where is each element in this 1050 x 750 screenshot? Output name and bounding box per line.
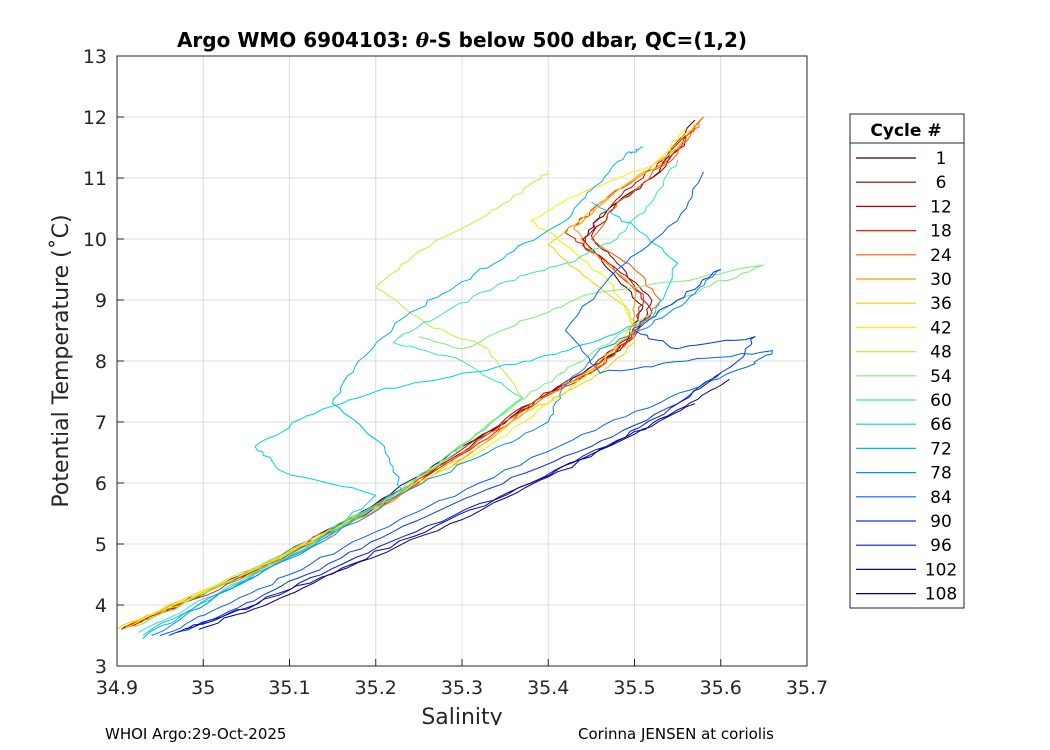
- chart-title: Argo WMO 6904103: θ-S below 500 dbar, QC…: [177, 28, 747, 52]
- legend-label: 60: [930, 391, 952, 411]
- chart-title-theta: θ: [416, 28, 430, 52]
- legend-label: 54: [930, 367, 952, 387]
- legend-label: 78: [930, 464, 952, 484]
- legend-label: 30: [930, 270, 952, 290]
- y-tick-label: 4: [95, 595, 107, 617]
- legend-label: 84: [930, 488, 952, 508]
- y-tick-label: 12: [83, 107, 107, 129]
- y-axis-label: Potential Temperature (˚C): [49, 214, 74, 507]
- chart-title-prefix: Argo WMO 6904103:: [177, 28, 416, 52]
- legend-box: [849, 113, 965, 609]
- legend-label: 12: [930, 197, 952, 217]
- y-tick-label: 9: [95, 290, 107, 312]
- y-tick-label: 5: [95, 534, 107, 556]
- x-tick-label: 35.1: [268, 677, 310, 699]
- data-series: [116, 116, 773, 639]
- footer-left: WHOI Argo:29-Oct-2025: [105, 725, 287, 743]
- legend-title: Cycle #: [870, 121, 941, 141]
- legend-label: 24: [930, 246, 952, 266]
- x-tick-label: 35: [191, 677, 215, 699]
- footer-right: Corinna JENSEN at coriolis: [578, 725, 774, 743]
- x-tick-label: 35.6: [700, 677, 742, 699]
- x-tick-label: 34.9: [96, 677, 138, 699]
- axis-ticks: 34.9 35 35.1 35.2 35.3 35.4 35.5 35.6 35.7 3 4 5 6 7 8…: [83, 46, 828, 699]
- legend-label: 102: [925, 560, 957, 580]
- x-tick-label: 35.2: [355, 677, 397, 699]
- legend-label: 1: [936, 149, 947, 169]
- series-line-cycle-60: [138, 159, 679, 633]
- legend-label: 36: [930, 294, 952, 314]
- legend-label: 90: [930, 512, 952, 532]
- series-line-cycle-102: [185, 378, 730, 630]
- legend: Cycle # 1 6 12 18 24 30 36 42 48 54 60 66 72 78 84 90 96…: [849, 113, 965, 609]
- series-line-cycle-66: [142, 201, 679, 636]
- series-line-cycle-84: [159, 171, 773, 636]
- x-tick-label: 35.7: [786, 677, 828, 699]
- y-tick-label: 7: [95, 412, 107, 434]
- x-tick-label: 35.4: [527, 677, 569, 699]
- y-tick-label: 6: [95, 473, 107, 495]
- y-tick-label: 8: [95, 351, 107, 373]
- x-tick-label: 35.5: [613, 677, 655, 699]
- series-line-cycle-108: [198, 403, 696, 630]
- legend-label: 48: [930, 343, 952, 363]
- legend-label: 6: [936, 173, 947, 193]
- x-tick-label: 35.3: [441, 677, 483, 699]
- legend-entries: 1 6 12 18 24 30 36 42 48 54 60 66 72 78 84 90 96 102 108: [856, 149, 957, 605]
- legend-label: 18: [930, 222, 952, 242]
- series-line-cycle-78: [151, 269, 721, 636]
- legend-label: 96: [930, 536, 952, 556]
- legend-label: 42: [930, 318, 952, 338]
- legend-label: 66: [930, 415, 952, 435]
- chart: 34.9 35 35.1 35.2 35.3 35.4 35.5 35.6 35.7345678…: [49, 28, 965, 725]
- chart-title-suffix: -S below 500 dbar, QC=(1,2): [429, 28, 747, 52]
- y-tick-label: 10: [83, 229, 107, 251]
- series-line-cycle-72: [142, 146, 644, 639]
- y-tick-label: 11: [83, 168, 107, 190]
- series-line-cycle-36: [116, 122, 696, 630]
- legend-label: 72: [930, 439, 952, 459]
- legend-label: 108: [925, 585, 957, 605]
- x-axis-label: Salinity: [421, 705, 502, 725]
- y-tick-label: 13: [83, 46, 107, 68]
- y-tick-label: 3: [95, 656, 107, 678]
